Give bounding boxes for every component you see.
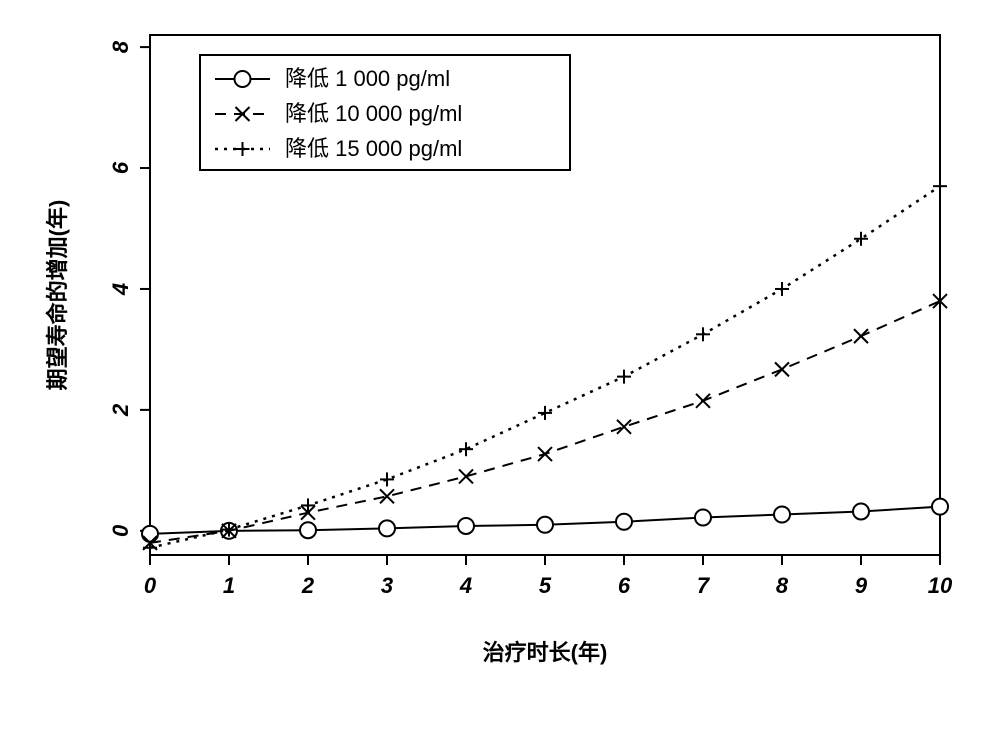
y-tick-label: 0 <box>108 524 133 537</box>
x-tick-label: 0 <box>144 573 157 598</box>
line-chart: 0 1 2 3 4 5 6 7 8 9 10 0 2 4 6 8 治疗时长(年) 期望寿命的增加(年) 降低 1 0… <box>0 0 1000 731</box>
marker-circle <box>853 503 869 519</box>
marker-circle <box>774 506 790 522</box>
x-axis-label: 治疗时长(年) <box>483 640 608 665</box>
x-tick-label: 7 <box>697 573 711 598</box>
chart-container: 0 1 2 3 4 5 6 7 8 9 10 0 2 4 6 8 治疗时长(年) 期望寿命的增加(年) 降低 1 0… <box>0 0 1000 731</box>
legend-label: 降低 1 000 pg/ml <box>285 66 450 91</box>
marker-circle <box>458 518 474 534</box>
marker-circle <box>695 510 711 526</box>
marker-circle <box>142 526 158 542</box>
x-tick-label: 1 <box>223 573 235 598</box>
marker-circle <box>616 514 632 530</box>
x-tick-label: 5 <box>539 573 552 598</box>
legend-label: 降低 10 000 pg/ml <box>285 101 462 126</box>
marker-circle <box>537 517 553 533</box>
marker-circle <box>300 522 316 538</box>
y-tick-label: 4 <box>108 283 133 296</box>
y-tick-label: 2 <box>108 403 133 417</box>
x-tick-label: 9 <box>855 573 868 598</box>
marker-circle <box>379 520 395 536</box>
y-axis-label: 期望寿命的增加(年) <box>45 200 70 391</box>
x-tick-label: 10 <box>928 573 953 598</box>
y-tick-label: 6 <box>108 161 133 174</box>
x-tick-label: 3 <box>381 573 393 598</box>
marker-circle <box>235 71 251 87</box>
marker-circle <box>932 499 948 515</box>
x-tick-label: 8 <box>776 573 789 598</box>
x-tick-label: 6 <box>618 573 631 598</box>
y-tick-label: 8 <box>108 40 133 53</box>
legend-label: 降低 15 000 pg/ml <box>285 136 462 161</box>
x-tick-label: 2 <box>301 573 315 598</box>
x-tick-label: 4 <box>459 573 472 598</box>
